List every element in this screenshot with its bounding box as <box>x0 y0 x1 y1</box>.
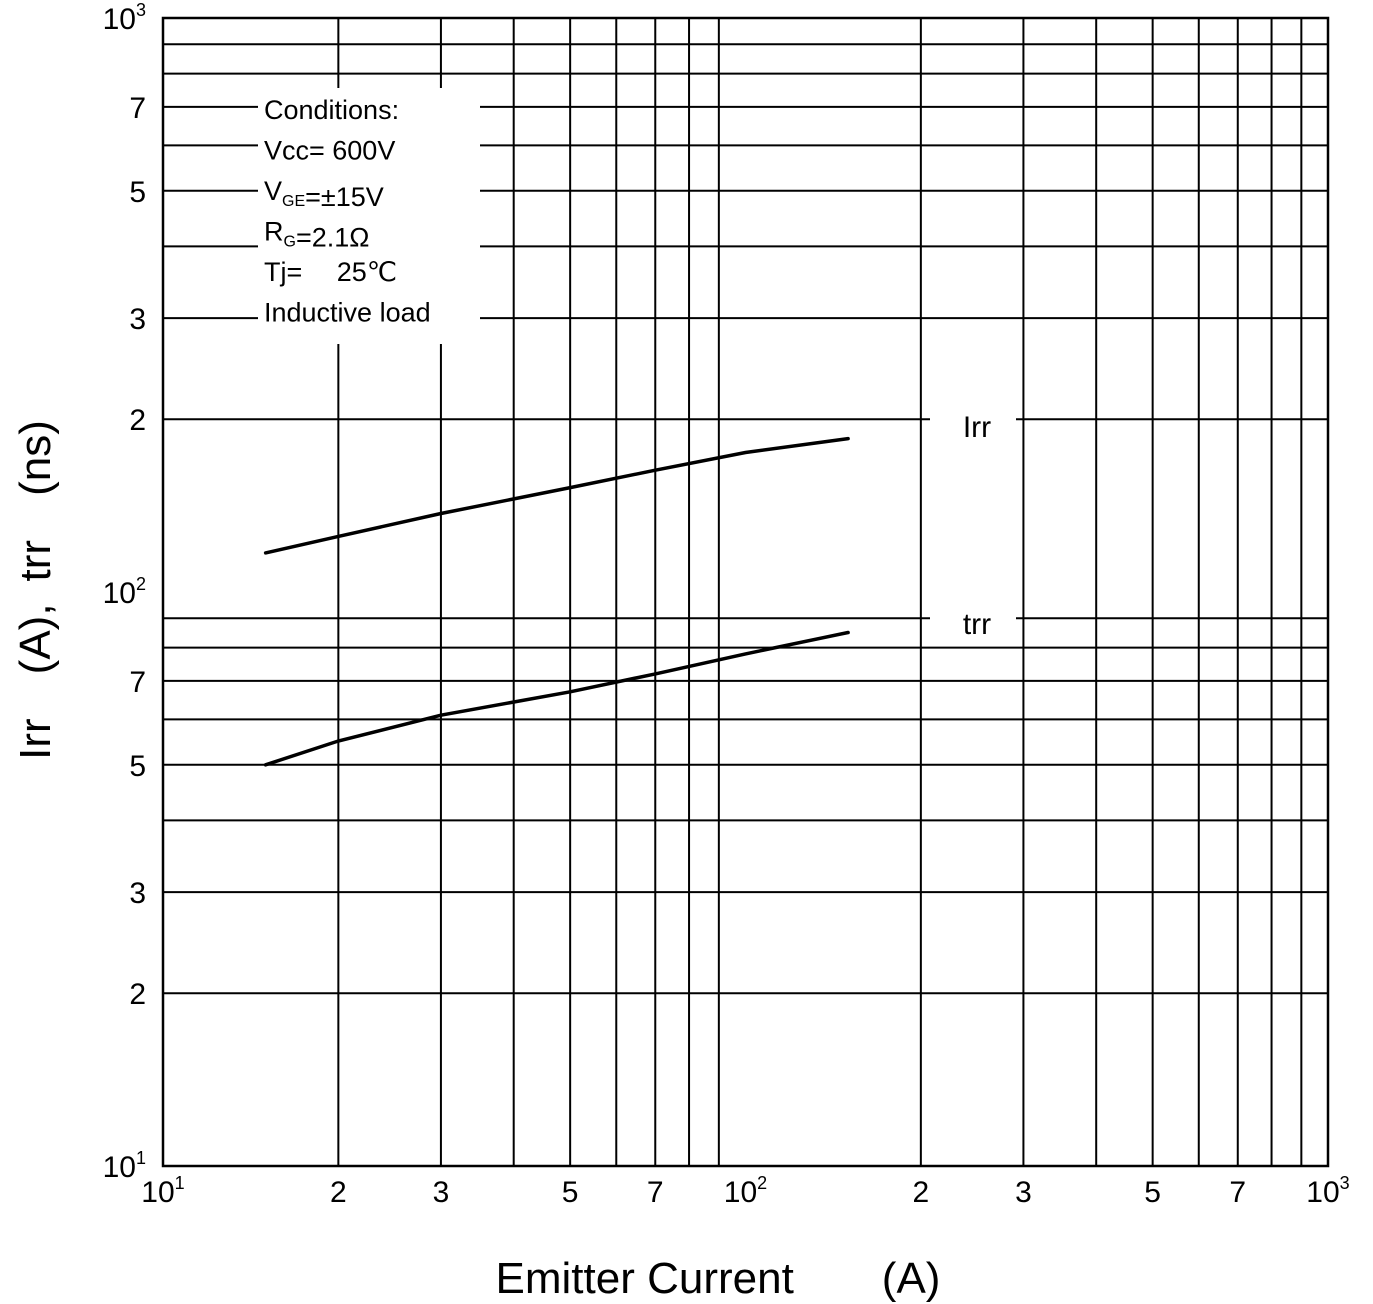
condition-line: VGE=±15V <box>264 176 384 212</box>
x-tick-label: 102 <box>724 1173 767 1209</box>
x-tick-label: 103 <box>1306 1173 1349 1209</box>
series-label-bg <box>930 601 1016 645</box>
series-line-trr <box>263 630 850 767</box>
y-tick-label: 5 <box>129 750 146 783</box>
conditions-box <box>258 88 480 344</box>
x-tick-label: 2 <box>330 1176 347 1209</box>
condition-line: RG=2.1Ω <box>264 217 369 253</box>
x-tick-label: 3 <box>433 1176 450 1209</box>
series-label-bg <box>930 404 1016 448</box>
condition-line: Conditions: <box>264 95 399 125</box>
series-label-trr: trr <box>963 608 991 641</box>
y-tick-label: 3 <box>129 877 146 910</box>
x-tick-label: 3 <box>1015 1176 1032 1209</box>
y-tick-label: 2 <box>129 978 146 1011</box>
x-tick-label: 7 <box>647 1176 664 1209</box>
y-tick-label: 5 <box>129 176 146 209</box>
condition-line: Tj= 25℃ <box>264 257 397 287</box>
y-tick-label: 2 <box>129 404 146 437</box>
x-axis-title: Emitter Current (A) <box>496 1254 941 1303</box>
y-tick-label: 101 <box>103 1148 146 1184</box>
series-line-irr <box>263 436 850 555</box>
y-tick-label: 103 <box>103 0 146 36</box>
plot-frame <box>161 16 1330 1168</box>
y-tick-label: 102 <box>103 574 146 610</box>
condition-line: Vcc= 600V <box>264 136 395 166</box>
condition-line: Inductive load <box>264 298 431 328</box>
x-tick-label: 5 <box>1144 1176 1161 1209</box>
series-label-irr: Irr <box>963 411 991 444</box>
y-tick-label: 7 <box>129 666 146 699</box>
y-tick-label: 3 <box>129 303 146 336</box>
y-axis-title: Irr (A), trr (ns) <box>11 420 60 760</box>
x-tick-label: 7 <box>1229 1176 1246 1209</box>
x-tick-label: 2 <box>913 1176 930 1209</box>
y-tick-label: 7 <box>129 92 146 125</box>
x-tick-label: 5 <box>562 1176 579 1209</box>
x-tick-label: 101 <box>141 1173 184 1209</box>
